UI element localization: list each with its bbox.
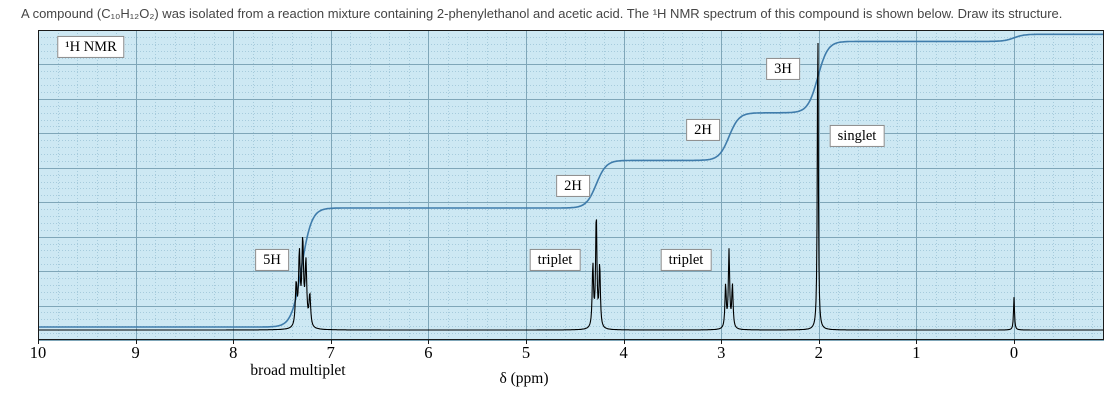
spectrum-trace (38, 42, 1104, 331)
question-text: A compound (C₁₀H₁₂O₂) was isolated from … (21, 6, 1063, 21)
plot-border (38, 30, 1104, 340)
x-axis-ticks (38, 340, 1015, 344)
plot-background (38, 30, 1104, 340)
integration-curve (38, 33, 1104, 328)
